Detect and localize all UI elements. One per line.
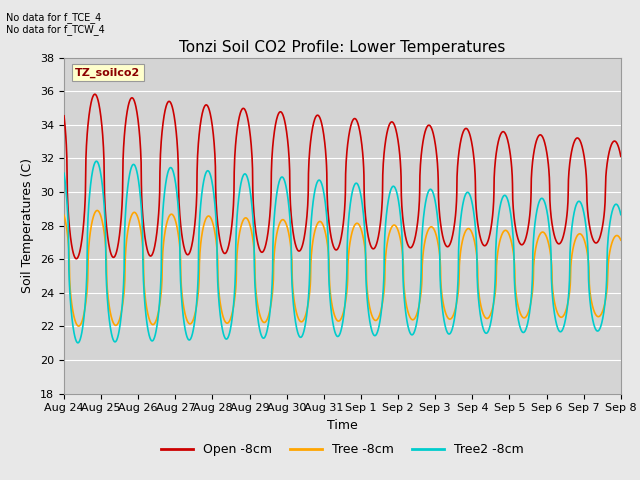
X-axis label: Time: Time — [327, 419, 358, 432]
Text: No data for f_TCW_4: No data for f_TCW_4 — [6, 24, 105, 35]
Text: TZ_soilco2: TZ_soilco2 — [75, 68, 140, 78]
Text: No data for f_TCE_4: No data for f_TCE_4 — [6, 12, 102, 23]
Y-axis label: Soil Temperatures (C): Soil Temperatures (C) — [22, 158, 35, 293]
Legend: Open -8cm, Tree -8cm, Tree2 -8cm: Open -8cm, Tree -8cm, Tree2 -8cm — [156, 438, 529, 461]
Title: Tonzi Soil CO2 Profile: Lower Temperatures: Tonzi Soil CO2 Profile: Lower Temperatur… — [179, 40, 506, 55]
